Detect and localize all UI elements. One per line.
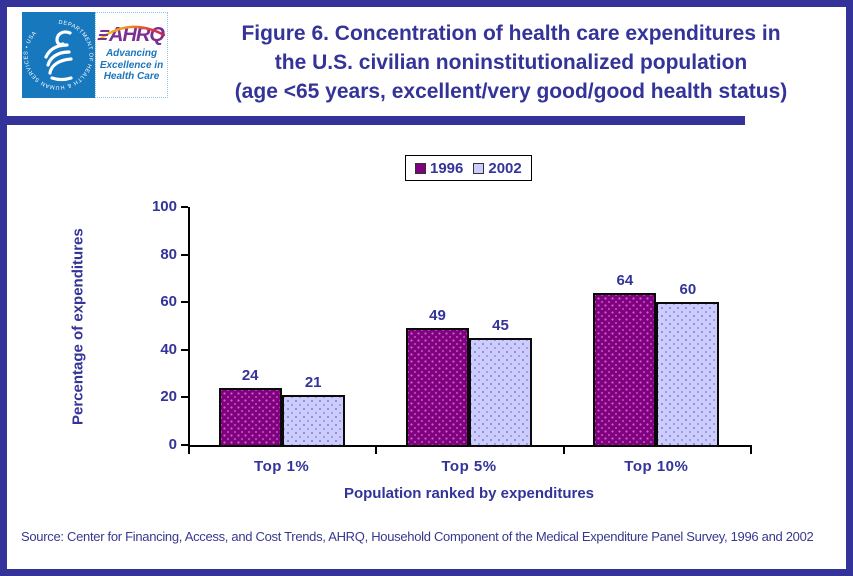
- y-tick-mark-60: [181, 301, 188, 304]
- y-tick-mark-20: [181, 396, 188, 399]
- bar-1996-top-10-: [593, 293, 657, 447]
- hhs-ahrq-logo: DEPARTMENT OF HEALTH & HUMAN SERVICES • …: [22, 12, 168, 98]
- y-tick-mark-40: [181, 348, 188, 351]
- ahrq-tagline: Advancing Excellence in Health Care: [99, 48, 164, 82]
- y-tick-label-20: 20: [160, 388, 177, 406]
- chart-legend: 1996 2002: [405, 155, 532, 181]
- legend-swatch-2002: [473, 162, 485, 174]
- category-label-0: Top 1%: [254, 458, 310, 475]
- bar-1996-top-1-: [218, 388, 282, 447]
- figure-title-line-3: (age <65 years, excellent/very good/good…: [234, 80, 788, 103]
- legend-label-1996: 1996: [430, 159, 464, 177]
- legend-item-2002: 2002: [473, 159, 522, 177]
- figure-title: Figure 6. Concentration of health care e…: [175, 19, 846, 106]
- bar-2002-top-5-: [469, 338, 532, 447]
- hhs-eagle-icon: DEPARTMENT OF HEALTH & HUMAN SERVICES • …: [23, 20, 92, 90]
- legend-item-1996: 1996: [415, 160, 463, 177]
- y-axis-title: Percentage of expenditures: [69, 228, 87, 426]
- figure-title-line-2: the U.S. civilian noninstitutionalized p…: [274, 51, 748, 74]
- x-tick-mark-2: [562, 447, 565, 454]
- y-axis-line: [188, 207, 190, 447]
- bar-1996-top-5-: [406, 328, 469, 447]
- x-axis-title: Population ranked by expenditures: [343, 485, 595, 502]
- legend-swatch-1996: [415, 162, 426, 174]
- x-tick-mark-3: [750, 447, 752, 454]
- figure-title-line-1: Figure 6. Concentration of health care e…: [241, 22, 781, 45]
- bar-value-2002-1: 45: [492, 317, 509, 334]
- y-tick-label-60: 60: [160, 293, 177, 311]
- y-tick-label-100: 100: [151, 198, 177, 215]
- bar-value-1996-1: 49: [429, 307, 446, 324]
- bar-value-2002-2: 60: [679, 281, 697, 298]
- bar-value-2002-0: 21: [304, 374, 322, 391]
- bar-value-1996-2: 64: [616, 272, 634, 289]
- ahrq-logo: AHRQ Advancing Excellence in Health Care: [95, 12, 168, 98]
- legend-label-2002: 2002: [488, 159, 522, 177]
- y-tick-label-40: 40: [160, 340, 177, 358]
- y-tick-label-0: 0: [168, 436, 177, 453]
- bar-value-1996-0: 24: [241, 367, 259, 384]
- source-note: Source: Center for Financing, Access, an…: [21, 529, 814, 544]
- y-tick-mark-100: [181, 206, 188, 208]
- category-label-1: Top 5%: [441, 458, 497, 475]
- y-tick-mark-80: [181, 253, 188, 256]
- category-label-2: Top 10%: [624, 458, 689, 475]
- header-divider: [7, 116, 745, 125]
- bar-2002-top-1-: [281, 395, 345, 447]
- bar-2002-top-10-: [656, 302, 720, 447]
- x-tick-mark-0: [188, 447, 190, 454]
- hhs-logo: DEPARTMENT OF HEALTH & HUMAN SERVICES • …: [22, 12, 95, 98]
- y-tick-label-80: 80: [160, 245, 177, 263]
- x-tick-mark-1: [375, 447, 378, 454]
- y-tick-mark-0: [181, 444, 188, 446]
- bar-chart: Percentage of expenditures Population ra…: [7, 7, 846, 569]
